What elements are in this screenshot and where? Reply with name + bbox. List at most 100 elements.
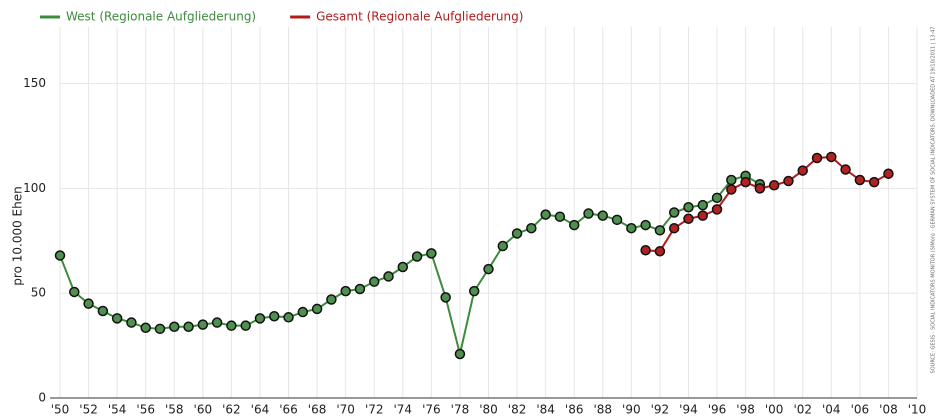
data-point (211, 317, 223, 328)
x-tick-label: '02 (793, 403, 812, 417)
data-point (668, 222, 680, 234)
data-point (397, 261, 409, 273)
data-point (126, 317, 137, 328)
x-tick-label: '58 (165, 403, 184, 417)
y-tick-label: 150 (23, 76, 46, 90)
data-point (554, 211, 566, 222)
data-point (140, 322, 151, 334)
data-point (611, 214, 623, 226)
data-point (297, 306, 309, 318)
legend-label: West (Regionale Aufgliederung) (66, 10, 256, 24)
source-note: SOURCE: GESIS · SOCIAL INDICATORS MONITO… (931, 27, 937, 374)
data-point (411, 251, 423, 262)
data-point (568, 219, 580, 231)
data-point (326, 294, 337, 305)
data-point (783, 175, 794, 187)
data-point (368, 276, 380, 287)
data-point (540, 209, 551, 220)
series-line (645, 155, 889, 253)
data-point (183, 321, 194, 332)
x-tick-label: '88 (593, 403, 612, 417)
data-point (726, 184, 737, 195)
data-point (468, 285, 480, 297)
x-tick-label: '50 (51, 403, 70, 417)
data-point (726, 174, 737, 186)
data-point (340, 285, 351, 297)
data-point (83, 298, 94, 309)
data-point (683, 202, 694, 213)
data-point (454, 348, 466, 360)
x-tick-label: '96 (708, 403, 727, 417)
data-point (711, 204, 723, 215)
data-point (854, 174, 866, 186)
data-point (54, 250, 66, 261)
x-tick-label: '84 (536, 403, 555, 417)
x-tick-label: '90 (622, 403, 641, 417)
x-tick-label: '68 (308, 403, 327, 417)
data-point (840, 164, 851, 175)
x-tick-label: '82 (508, 403, 527, 417)
data-point (283, 312, 294, 323)
data-point (683, 213, 694, 225)
data-point (668, 207, 680, 218)
data-point (254, 313, 266, 324)
data-point (797, 165, 808, 176)
data-point (754, 183, 766, 194)
x-tick-label: '66 (279, 403, 298, 417)
data-point (497, 240, 509, 252)
data-point (169, 321, 180, 332)
data-point (354, 283, 366, 295)
data-point (868, 176, 880, 188)
x-tick-label: '94 (679, 403, 698, 417)
data-point (440, 292, 451, 303)
x-tick-label: '80 (479, 403, 498, 417)
data-point (526, 222, 537, 234)
x-tick-label: '72 (365, 403, 384, 417)
data-point (383, 271, 394, 282)
data-point (154, 323, 166, 335)
data-point (111, 313, 123, 324)
data-point (97, 305, 109, 317)
x-tick-label: '54 (108, 403, 127, 417)
data-point (654, 225, 666, 236)
data-point (197, 319, 209, 330)
data-point (426, 248, 437, 259)
data-point (626, 222, 637, 234)
x-tick-label: '62 (222, 403, 241, 417)
legend-label: Gesamt (Regionale Aufgliederung) (316, 10, 523, 24)
y-axis-label: pro 10.000 Ehen (11, 186, 25, 285)
data-point (768, 180, 780, 191)
x-tick-label: '04 (822, 403, 841, 417)
x-tick-label: '92 (651, 403, 670, 417)
x-tick-label: '76 (422, 403, 441, 417)
data-point (640, 244, 651, 256)
x-tick-label: '70 (336, 403, 355, 417)
data-point (883, 168, 894, 179)
data-point (240, 320, 251, 331)
x-tick-label: '86 (565, 403, 584, 417)
data-point (597, 210, 609, 221)
data-point (640, 219, 651, 231)
data-point (69, 286, 80, 298)
data-point (654, 246, 666, 257)
data-point (226, 320, 237, 331)
data-point (483, 263, 494, 275)
y-tick-label: 0 (38, 391, 46, 405)
x-tick-label: '74 (394, 403, 413, 417)
data-point (511, 228, 523, 239)
data-point (697, 199, 708, 211)
data-point (711, 192, 723, 204)
data-point (811, 152, 823, 164)
data-point (826, 151, 837, 163)
x-tick-label: '98 (736, 403, 755, 417)
x-tick-label: '00 (765, 403, 784, 417)
x-tick-label: '60 (194, 403, 213, 417)
data-point (269, 311, 280, 322)
x-tick-label: '64 (251, 403, 270, 417)
y-tick-label: 100 (23, 181, 46, 195)
data-point (583, 208, 594, 219)
x-tick-label: '56 (136, 403, 155, 417)
x-tick-label: '10 (908, 403, 927, 417)
data-point (311, 303, 323, 315)
